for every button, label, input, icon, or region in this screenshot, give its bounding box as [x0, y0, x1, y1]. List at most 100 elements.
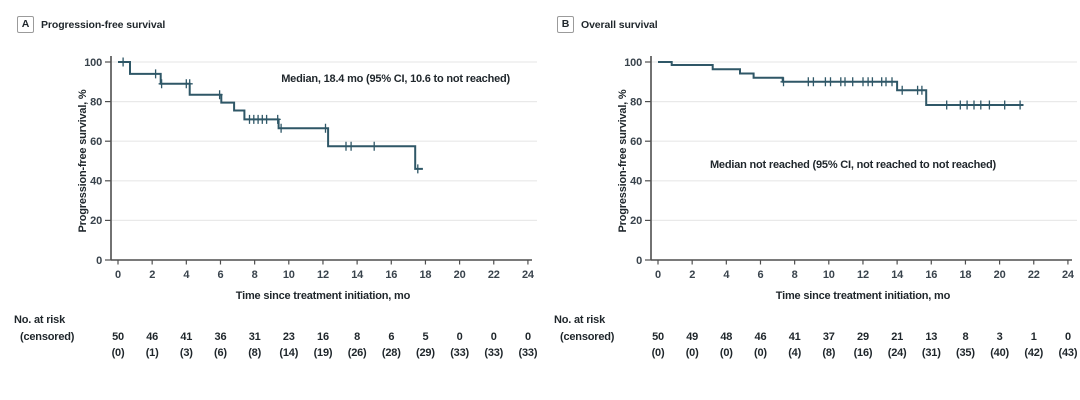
- censor-mark: [971, 100, 977, 110]
- y-axis-tick-label: 0: [96, 255, 102, 267]
- x-axis-tick-label: 4: [723, 269, 730, 281]
- at-risk-value: 0: [491, 331, 497, 343]
- x-axis-tick-label: 10: [283, 269, 295, 281]
- censor-mark: [889, 77, 895, 87]
- risk-table: No. at risk(censored) 50(0)46(1)41(3)36(6…: [14, 314, 538, 359]
- censored-count-value: (8): [248, 347, 261, 359]
- at-risk-value: 5: [422, 331, 428, 343]
- at-risk-value: 46: [755, 331, 767, 343]
- x-axis-tick-label: 2: [149, 269, 155, 281]
- y-axis-tick-label: 20: [630, 215, 642, 227]
- at-risk-value: 0: [525, 331, 531, 343]
- at-risk-value: 50: [652, 331, 664, 343]
- x-axis-title: Time since treatment initiation, mo: [776, 290, 951, 302]
- censor-mark: [343, 141, 349, 151]
- at-risk-value: 3: [997, 331, 1003, 343]
- x-axis-tick-label: 20: [454, 269, 466, 281]
- risk-table-label: No. at risk: [14, 314, 66, 326]
- censored-count-value: (0): [686, 347, 699, 359]
- censor-mark: [322, 123, 329, 133]
- censor-mark: [918, 85, 925, 95]
- censor-mark: [371, 141, 378, 151]
- x-axis-tick-label: 14: [891, 269, 904, 281]
- x-axis-tick-label: 16: [925, 269, 937, 281]
- x-axis-tick-label: 12: [857, 269, 869, 281]
- y-axis-tick-label: 100: [84, 57, 102, 69]
- censor-mark: [869, 77, 876, 87]
- censor-mark: [899, 85, 906, 95]
- at-risk-value: 0: [457, 331, 463, 343]
- censor-mark: [943, 100, 950, 110]
- censor-marks: [780, 77, 1024, 110]
- censored-count-value: (1): [146, 347, 159, 359]
- at-risk-value: 0: [1065, 331, 1071, 343]
- y-axis-tick-label: 80: [630, 96, 642, 108]
- at-risk-value: 16: [317, 331, 329, 343]
- censored-count-value: (24): [888, 347, 907, 359]
- x-axis-tick-label: 6: [218, 269, 224, 281]
- censored-count-value: (31): [922, 347, 941, 359]
- censored-count-value: (6): [214, 347, 227, 359]
- censored-count-value: (14): [279, 347, 298, 359]
- censored-count-value: (0): [754, 347, 767, 359]
- censor-marks: [120, 57, 421, 174]
- censor-mark: [274, 114, 281, 124]
- censor-mark: [860, 77, 866, 87]
- x-axis-tick-label: 24: [522, 269, 535, 281]
- censor-mark: [827, 77, 834, 87]
- at-risk-value: 36: [215, 331, 227, 343]
- at-risk-value: 49: [686, 331, 698, 343]
- survival-curve: [118, 61, 423, 170]
- x-axis-tick-label: 8: [252, 269, 258, 281]
- censor-mark: [1017, 100, 1024, 110]
- axes: [645, 56, 1072, 265]
- censored-count-value: (19): [314, 347, 333, 359]
- y-axis-tick-label: 0: [636, 255, 642, 267]
- censored-count-value: (8): [822, 347, 835, 359]
- censor-mark: [957, 100, 964, 110]
- at-risk-value: 31: [249, 331, 261, 343]
- censored-count-value: (28): [382, 347, 401, 359]
- y-axis-tick-label: 20: [90, 215, 102, 227]
- at-risk-value: 13: [925, 331, 937, 343]
- censored-count-value: (42): [1024, 347, 1043, 359]
- y-axis-tick-label: 80: [90, 96, 102, 108]
- censor-mark: [278, 123, 285, 133]
- panel-b-label-box: B: [557, 16, 574, 33]
- x-axis-tick-label: 24: [1062, 269, 1075, 281]
- censor-mark: [152, 69, 159, 79]
- at-risk-value: 41: [180, 331, 192, 343]
- panel-overall-survival: B Overall survival 0 20 40 60 80 100 0 2 4 6 8 10 12…: [540, 0, 1080, 400]
- panel-a-header: A Progression-free survival: [17, 16, 165, 33]
- censor-mark: [1001, 100, 1008, 110]
- x-axis-tick-label: 22: [488, 269, 500, 281]
- censor-mark: [977, 100, 984, 110]
- at-risk-value: 37: [823, 331, 835, 343]
- censor-mark: [414, 164, 421, 174]
- x-axis-tick-label: 22: [1028, 269, 1040, 281]
- risk-table-label: No. at risk: [554, 314, 606, 326]
- x-axis-tick-label: 14: [351, 269, 364, 281]
- censor-mark: [780, 77, 787, 87]
- at-risk-value: 50: [112, 331, 124, 343]
- censor-mark: [810, 77, 817, 87]
- censor-mark: [120, 57, 127, 67]
- median-annotation: Median, 18.4 mo (95% CI, 10.6 to not rea…: [281, 73, 510, 85]
- at-risk-value: 41: [789, 331, 801, 343]
- panel-b-title: Overall survival: [581, 18, 658, 31]
- censored-count-value: (33): [450, 347, 469, 359]
- censored-count-value: (43): [1059, 347, 1078, 359]
- at-risk-value: 46: [146, 331, 158, 343]
- x-axis-tick-label: 12: [317, 269, 329, 281]
- panel-a-label-box: A: [17, 16, 34, 33]
- censored-count-value: (40): [990, 347, 1009, 359]
- censor-mark: [186, 79, 193, 89]
- censor-mark: [849, 77, 856, 87]
- censored-count-value: (0): [720, 347, 733, 359]
- y-axis-title: Progression-free survival, %: [77, 89, 89, 232]
- panel-a-title: Progression-free survival: [41, 18, 166, 31]
- gridlines: [652, 61, 1077, 221]
- censor-mark: [883, 77, 889, 87]
- x-axis-tick-label: 6: [758, 269, 764, 281]
